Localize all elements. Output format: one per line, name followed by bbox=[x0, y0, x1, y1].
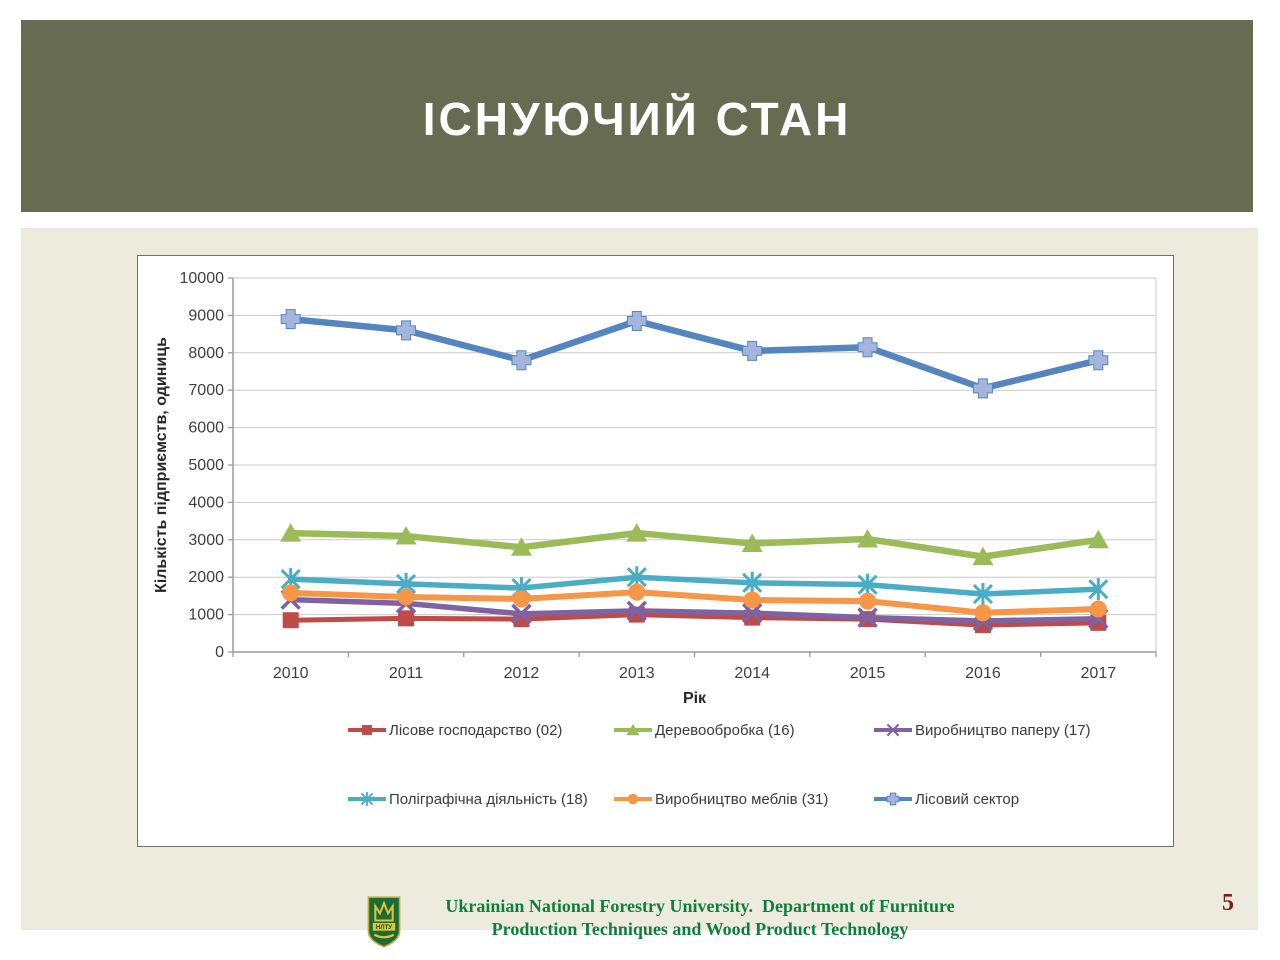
y-tick-label: 1000 bbox=[188, 607, 224, 624]
y-tick-label: 6000 bbox=[188, 420, 224, 437]
y-axis-title: Кількість підприємств, одиниць bbox=[153, 337, 170, 593]
series-4 bbox=[282, 583, 1107, 622]
x-tick-label: 2013 bbox=[619, 665, 655, 682]
content-panel: 0 1000 2000 3000 4000 5000 6000 7000 8000 9000 100… bbox=[21, 228, 1258, 930]
header-band: ІСНУЮЧИЙ СТАН bbox=[21, 20, 1253, 212]
line-chart: 0 1000 2000 3000 4000 5000 6000 7000 8000 9000 100… bbox=[153, 270, 1157, 808]
y-tick-label: 0 bbox=[215, 644, 224, 661]
footer-text: Ukrainian National Forestry University. … bbox=[400, 895, 1000, 941]
series-2 bbox=[280, 589, 1109, 632]
x-tick-label: 2014 bbox=[734, 665, 770, 682]
x-tick-label: 2015 bbox=[850, 665, 886, 682]
y-tick-label: 3000 bbox=[188, 532, 224, 549]
legend-label: Виробництво меблів (31) bbox=[655, 791, 828, 808]
legend-item-1: Деревообробка (16) bbox=[614, 722, 795, 739]
legend-label: Виробництво паперу (17) bbox=[915, 722, 1091, 739]
crest-band bbox=[372, 923, 396, 931]
slide-title: ІСНУЮЧИЙ СТАН bbox=[422, 93, 852, 145]
x-tick-label: 2017 bbox=[1081, 665, 1117, 682]
axes: 0 1000 2000 3000 4000 5000 6000 7000 8000 9000 100… bbox=[153, 270, 1157, 707]
crest-laurel-icon bbox=[373, 933, 395, 939]
legend-item-4: Виробництво меблів (31) bbox=[614, 791, 828, 808]
x-tick-label: 2012 bbox=[504, 665, 540, 682]
legend-label: Лісовий сектор bbox=[915, 791, 1019, 808]
legend-label: Поліграфічна діяльність (18) bbox=[389, 791, 588, 808]
y-tick-label: 8000 bbox=[188, 345, 224, 362]
page-number: 5 bbox=[1222, 890, 1234, 916]
footer-line2: Production Techniques and Wood Product T… bbox=[491, 919, 909, 939]
y-tick-label: 10000 bbox=[180, 270, 225, 287]
y-tick-label: 9000 bbox=[188, 307, 224, 324]
crest-trident-icon bbox=[374, 900, 394, 922]
legend-label: Лісове господарство (02) bbox=[389, 722, 562, 739]
gridlines bbox=[233, 277, 1157, 652]
y-tick-label: 2000 bbox=[188, 569, 224, 586]
crest-text: НЛТУ bbox=[376, 924, 392, 931]
legend-item-3: Поліграфічна діяльність (18) bbox=[348, 791, 588, 808]
university-logo: НЛТУ bbox=[367, 896, 401, 948]
legend-label: Деревообробка (16) bbox=[655, 722, 795, 739]
legend-item-0: Лісове господарство (02) bbox=[348, 722, 562, 739]
y-tick-label: 4000 bbox=[188, 494, 224, 511]
x-tick-label: 2016 bbox=[965, 665, 1001, 682]
series-5 bbox=[280, 309, 1109, 399]
y-tick-label: 5000 bbox=[188, 457, 224, 474]
footer-line1: Ukrainian National Forestry University. … bbox=[445, 896, 955, 916]
x-axis-title: Рік bbox=[683, 690, 707, 707]
series-1 bbox=[280, 523, 1109, 566]
y-tick-label: 7000 bbox=[188, 382, 224, 399]
x-tick-label: 2011 bbox=[389, 665, 424, 682]
x-tick-label: 2010 bbox=[273, 665, 309, 682]
series-3 bbox=[280, 566, 1109, 606]
chart-box: 0 1000 2000 3000 4000 5000 6000 7000 8000 9000 100… bbox=[137, 255, 1174, 847]
legend-item-5: Лісовий сектор bbox=[874, 791, 1019, 808]
legend-item-2: Виробництво паперу (17) bbox=[874, 722, 1091, 739]
